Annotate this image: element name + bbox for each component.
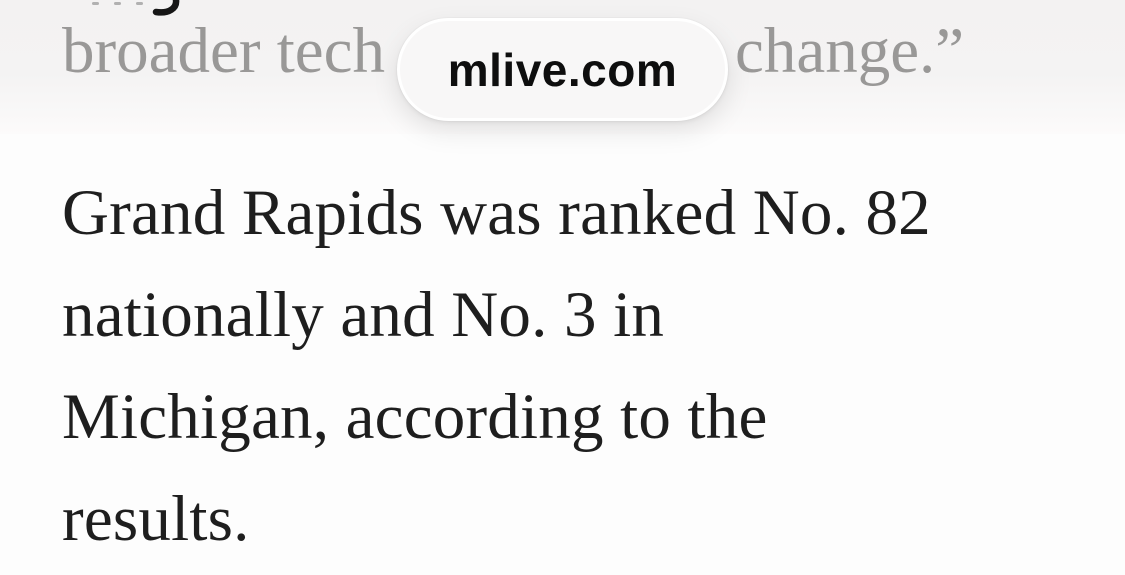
letter-foot-mark <box>92 2 99 5</box>
article-line: nationally and No. 3 in <box>62 279 665 351</box>
article-line: results. <box>62 483 250 555</box>
article-line: Michigan, according to the <box>62 381 768 453</box>
safari-url-pill[interactable]: mlive.com <box>397 18 728 121</box>
letter-foot-mark <box>114 2 121 5</box>
letter-foot-mark <box>136 2 143 5</box>
article-paragraph: Grand Rapids was ranked No. 82 nationall… <box>62 162 1092 570</box>
quote-right-fragment: change.” <box>735 15 965 87</box>
clipped-previous-line-fragment <box>88 0 198 16</box>
url-pill-label: mlive.com <box>447 43 678 96</box>
quote-left-fragment: broader tech <box>62 15 386 87</box>
descender-tail-mark <box>152 0 180 16</box>
pull-quote-line: broader tech change.” <box>0 0 1125 102</box>
article-line: Grand Rapids was ranked No. 82 <box>62 177 931 249</box>
